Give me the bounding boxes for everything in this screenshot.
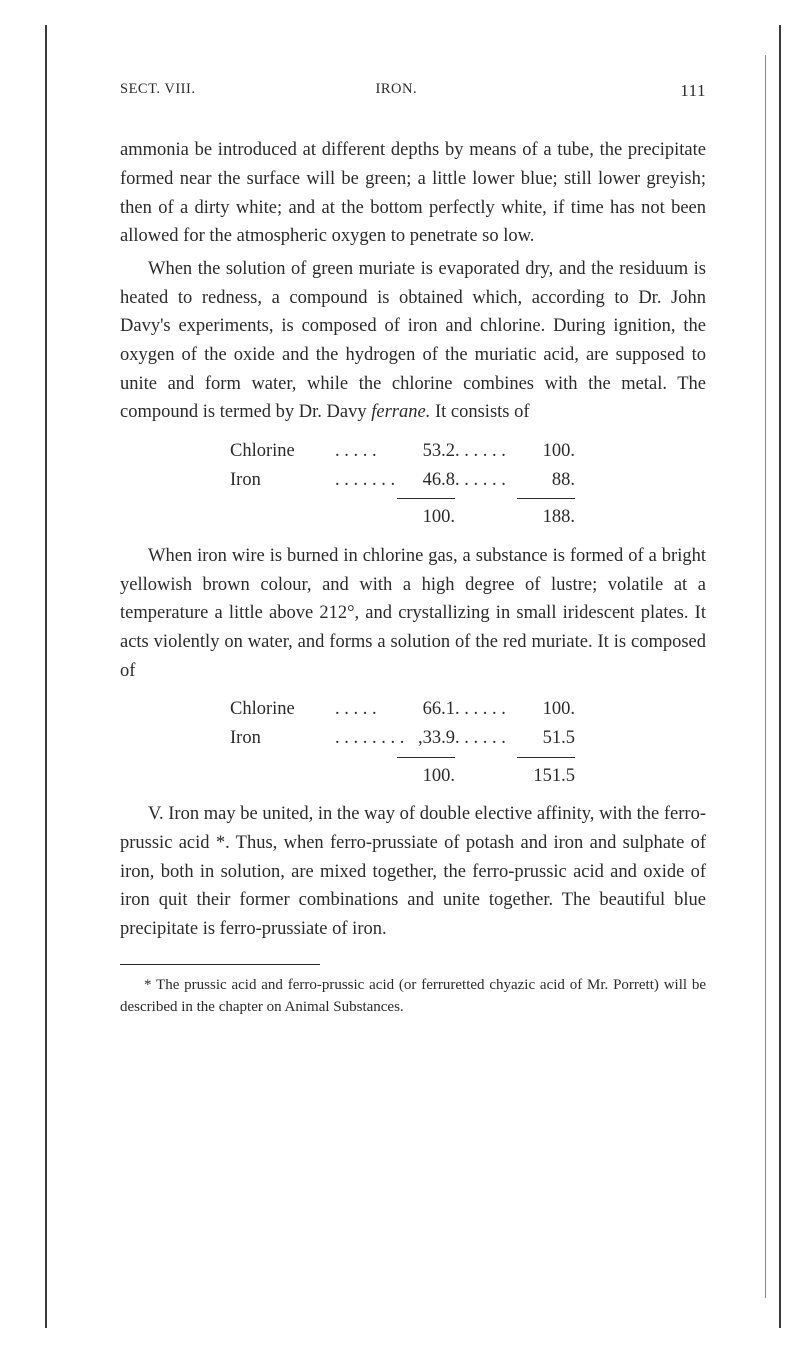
calc1-iron-label: Iron <box>230 466 335 495</box>
calc2-chlorine-val2: 100. <box>517 695 575 724</box>
calc1-chlorine-val1: 53.2 <box>397 437 455 466</box>
calc2-chlorine-label: Chlorine <box>230 695 335 724</box>
calc2-row-iron: Iron . . . . . . . . ,33.9 . . . . . . 5… <box>230 724 706 753</box>
calc1-iron-val2: 88. <box>517 466 575 495</box>
header-page-number: 111 <box>680 78 706 104</box>
paragraph-1: ammonia be introduced at different depth… <box>120 136 706 251</box>
header-title: IRON. <box>376 78 418 100</box>
calc1-chlorine-label: Chlorine <box>230 437 335 466</box>
ferrane-italic: ferrane. <box>371 402 430 422</box>
calc2-totals: 100. 151.5 <box>230 762 706 791</box>
calculation-block-2: Chlorine . . . . . 66.1 . . . . . . 100.… <box>230 695 706 790</box>
calc2-rule <box>230 757 706 758</box>
calc1-totals: 100. 188. <box>230 503 706 532</box>
calc1-total1: 100. <box>397 503 455 532</box>
footnote-rule <box>120 964 320 965</box>
calc1-row-chlorine: Chlorine . . . . . 53.2 . . . . . . 100. <box>230 437 706 466</box>
calc1-iron-dots1: . . . . . . . <box>335 466 397 495</box>
calc1-chlorine-dots2: . . . . . . <box>455 437 517 466</box>
calc2-chlorine-dots2: . . . . . . <box>455 695 517 724</box>
calc1-rule <box>230 498 706 499</box>
calc1-row-iron: Iron . . . . . . . 46.8 . . . . . . 88. <box>230 466 706 495</box>
calc1-iron-val1: 46.8 <box>397 466 455 495</box>
calc2-iron-val1: ,33.9 <box>397 724 455 753</box>
calc1-chlorine-val2: 100. <box>517 437 575 466</box>
calculation-block-1: Chlorine . . . . . 53.2 . . . . . . 100.… <box>230 437 706 532</box>
calc2-iron-label: Iron <box>230 724 335 753</box>
calc2-iron-dots1: . . . . . . . . <box>335 724 397 753</box>
calc2-total1: 100. <box>397 762 455 791</box>
footnote-text: * The prussic acid and ferro-prussic aci… <box>120 975 706 1019</box>
paragraph-2: When the solution of green muriate is ev… <box>120 255 706 427</box>
paragraph-2-end: It consists of <box>430 402 529 422</box>
calc2-iron-dots2: . . . . . . <box>455 724 517 753</box>
header-section: SECT. VIII. <box>120 78 195 104</box>
page-border-right-inner <box>765 55 766 1298</box>
page-border-right <box>779 25 781 1328</box>
calc2-row-chlorine: Chlorine . . . . . 66.1 . . . . . . 100. <box>230 695 706 724</box>
calc2-iron-val2: 51.5 <box>517 724 575 753</box>
paragraph-4: V. Iron may be united, in the way of dou… <box>120 800 706 943</box>
calc1-chlorine-dots1: . . . . . <box>335 437 397 466</box>
page-border-left <box>45 25 47 1328</box>
calc1-iron-dots2: . . . . . . <box>455 466 517 495</box>
calc2-chlorine-val1: 66.1 <box>397 695 455 724</box>
paragraph-2-text: When the solution of green muriate is ev… <box>120 259 706 422</box>
page-header: SECT. VIII. IRON. 111 <box>120 78 706 104</box>
paragraph-3: When iron wire is burned in chlorine gas… <box>120 542 706 685</box>
calc2-chlorine-dots1: . . . . . <box>335 695 397 724</box>
calc2-total2: 151.5 <box>517 762 575 791</box>
calc1-total2: 188. <box>517 503 575 532</box>
